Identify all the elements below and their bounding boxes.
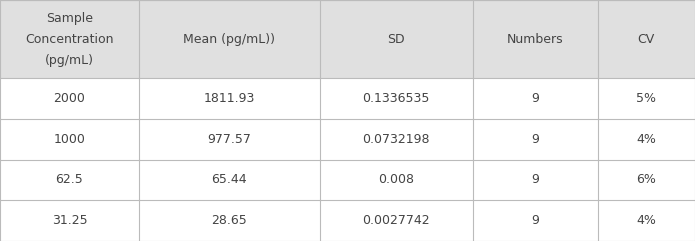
Bar: [320, 119, 473, 160]
Bar: [320, 200, 473, 241]
Text: 4%: 4%: [637, 214, 656, 227]
Text: SD: SD: [387, 33, 405, 46]
Bar: [598, 119, 695, 160]
Text: Numbers: Numbers: [507, 33, 564, 46]
Bar: [473, 200, 598, 241]
Text: 0.1336535: 0.1336535: [363, 92, 430, 105]
Text: 2000: 2000: [54, 92, 85, 105]
Bar: [139, 0, 320, 78]
Bar: [598, 78, 695, 119]
Text: 9: 9: [531, 174, 539, 187]
Bar: [0, 119, 139, 160]
Bar: [139, 78, 320, 119]
Bar: [598, 200, 695, 241]
Text: 0.008: 0.008: [378, 174, 414, 187]
Bar: [473, 0, 598, 78]
Text: 6%: 6%: [637, 174, 656, 187]
Bar: [139, 200, 320, 241]
Bar: [0, 78, 139, 119]
Bar: [139, 160, 320, 200]
Bar: [320, 78, 473, 119]
Bar: [139, 119, 320, 160]
Text: 65.44: 65.44: [211, 174, 247, 187]
Bar: [473, 119, 598, 160]
Text: 9: 9: [531, 92, 539, 105]
Text: 4%: 4%: [637, 133, 656, 146]
Text: 28.65: 28.65: [211, 214, 247, 227]
Text: 31.25: 31.25: [51, 214, 88, 227]
Bar: [0, 200, 139, 241]
Bar: [473, 78, 598, 119]
Bar: [473, 160, 598, 200]
Bar: [0, 0, 139, 78]
Bar: [320, 0, 473, 78]
Bar: [598, 0, 695, 78]
Text: 9: 9: [531, 214, 539, 227]
Text: 1811.93: 1811.93: [204, 92, 255, 105]
Bar: [598, 160, 695, 200]
Text: 5%: 5%: [637, 92, 656, 105]
Text: 62.5: 62.5: [56, 174, 83, 187]
Text: Mean (pg/mL)): Mean (pg/mL)): [183, 33, 275, 46]
Text: Sample
Concentration
(pg/mL): Sample Concentration (pg/mL): [25, 12, 114, 67]
Bar: [0, 160, 139, 200]
Text: 1000: 1000: [54, 133, 85, 146]
Text: CV: CV: [638, 33, 655, 46]
Text: 9: 9: [531, 133, 539, 146]
Text: 977.57: 977.57: [207, 133, 252, 146]
Text: 0.0027742: 0.0027742: [362, 214, 430, 227]
Text: 0.0732198: 0.0732198: [362, 133, 430, 146]
Bar: [320, 160, 473, 200]
